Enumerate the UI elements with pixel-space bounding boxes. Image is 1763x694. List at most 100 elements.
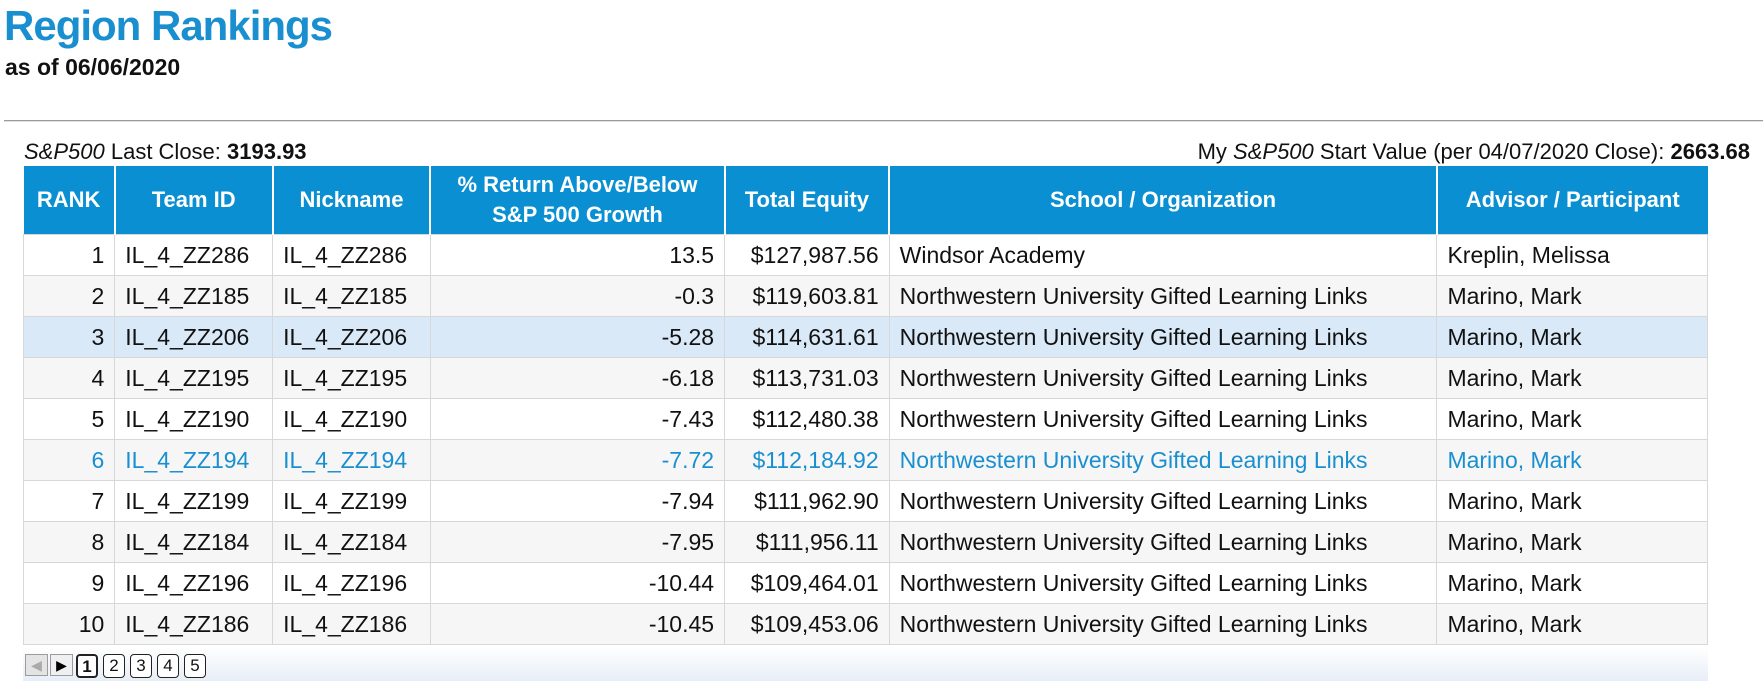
cell-return: -7.94: [429, 480, 726, 522]
prev-arrow-icon[interactable]: ◀: [25, 654, 48, 676]
sp500-label: S&P500: [1233, 139, 1314, 164]
cell-rank: 1: [22, 234, 116, 276]
cell-rank: 2: [22, 275, 116, 317]
table-row[interactable]: 4 IL_4_ZZ195 IL_4_ZZ195 -6.18 $113,731.03 Nor…: [22, 357, 1708, 399]
cell-advisor: Kreplin, Melissa: [1436, 234, 1708, 276]
cell-advisor: Marino, Mark: [1436, 316, 1708, 358]
cell-total-equity: $112,480.38: [724, 398, 890, 440]
table-row[interactable]: 6 IL_4_ZZ194 IL_4_ZZ194 -7.72 $112,184.92 Nor…: [22, 439, 1708, 481]
start-value-label: Start Value (per 04/07/2020 Close):: [1313, 139, 1671, 164]
cell-team-id: IL_4_ZZ199: [114, 480, 274, 522]
cell-school: Windsor Academy: [888, 234, 1438, 276]
col-header-return-line2: S&P 500 Growth: [492, 202, 663, 227]
page-button-4[interactable]: 4: [157, 654, 179, 678]
table-row[interactable]: 2 IL_4_ZZ185 IL_4_ZZ185 -0.3 $119,603.81 Nort…: [22, 275, 1708, 317]
cell-team-id: IL_4_ZZ196: [114, 562, 274, 604]
table-row[interactable]: 5 IL_4_ZZ190 IL_4_ZZ190 -7.43 $112,480.38 Nor…: [22, 398, 1708, 440]
col-header-team-id[interactable]: Team ID: [114, 166, 274, 235]
cell-total-equity: $111,962.90: [724, 480, 890, 522]
cell-advisor: Marino, Mark: [1436, 275, 1708, 317]
cell-nickname: IL_4_ZZ185: [272, 275, 431, 317]
col-header-advisor[interactable]: Advisor / Participant: [1436, 166, 1708, 235]
cell-school: Northwestern University Gifted Learning …: [888, 521, 1438, 563]
cell-return: -7.72: [429, 439, 726, 481]
cell-nickname: IL_4_ZZ199: [272, 480, 431, 522]
cell-rank: 8: [22, 521, 116, 563]
cell-school: Northwestern University Gifted Learning …: [888, 439, 1438, 481]
sp500-label: S&P500: [24, 139, 105, 164]
cell-nickname: IL_4_ZZ194: [272, 439, 431, 481]
cell-total-equity: $112,184.92: [724, 439, 890, 481]
page-button-2[interactable]: 2: [103, 654, 125, 678]
cell-rank: 10: [22, 603, 116, 645]
sp500-start-value: My S&P500 Start Value (per 04/07/2020 Cl…: [1198, 138, 1750, 166]
cell-total-equity: $109,453.06: [724, 603, 890, 645]
cell-total-equity: $109,464.01: [724, 562, 890, 604]
col-header-return[interactable]: % Return Above/Below S&P 500 Growth: [430, 166, 726, 235]
page-title: Region Rankings: [4, 2, 333, 49]
cell-nickname: IL_4_ZZ195: [272, 357, 431, 399]
col-header-school[interactable]: School / Organization: [889, 166, 1438, 235]
cell-return: -7.43: [429, 398, 726, 440]
cell-return: -10.45: [429, 603, 726, 645]
start-value-prefix: My: [1197, 139, 1234, 164]
cell-nickname: IL_4_ZZ196: [272, 562, 431, 604]
cell-return: -5.28: [429, 316, 726, 358]
table-header-row: RANK Team ID Nickname % Return Above/Bel…: [23, 166, 1708, 235]
cell-nickname: IL_4_ZZ184: [272, 521, 431, 563]
cell-team-id: IL_4_ZZ190: [114, 398, 274, 440]
page-button-5[interactable]: 5: [184, 654, 206, 678]
cell-total-equity: $127,987.56: [724, 234, 890, 276]
col-header-total-equity[interactable]: Total Equity: [724, 166, 891, 235]
header-divider: [4, 120, 1763, 122]
cell-team-id: IL_4_ZZ186: [114, 603, 274, 645]
cell-team-id: IL_4_ZZ195: [114, 357, 274, 399]
cell-return: 13.5: [429, 234, 726, 276]
table-row[interactable]: 3 IL_4_ZZ206 IL_4_ZZ206 -5.28 $114,631.61 Nor…: [22, 316, 1708, 358]
cell-total-equity: $119,603.81: [724, 275, 890, 317]
table-row[interactable]: 1 IL_4_ZZ286 IL_4_ZZ286 13.5 $127,987.56 Wind…: [22, 234, 1708, 276]
cell-advisor: Marino, Mark: [1436, 398, 1708, 440]
col-header-nickname[interactable]: Nickname: [272, 166, 432, 235]
table-row[interactable]: 7 IL_4_ZZ199 IL_4_ZZ199 -7.94 $111,962.90 Nor…: [22, 480, 1708, 522]
table-row[interactable]: 9 IL_4_ZZ196 IL_4_ZZ196 -10.44 $109,464.01 No…: [22, 562, 1708, 604]
page-button-3[interactable]: 3: [130, 654, 152, 678]
cell-nickname: IL_4_ZZ190: [272, 398, 431, 440]
cell-total-equity: $114,631.61: [724, 316, 890, 358]
cell-advisor: Marino, Mark: [1436, 521, 1708, 563]
pagination-bar: ◀ ▶ 1 2 3 4 5: [23, 647, 1708, 681]
last-close-label: Last Close:: [104, 139, 228, 164]
cell-total-equity: $113,731.03: [724, 357, 890, 399]
cell-return: -10.44: [429, 562, 726, 604]
cell-school: Northwestern University Gifted Learning …: [888, 480, 1438, 522]
col-header-return-line1: % Return Above/Below: [457, 172, 698, 197]
cell-school: Northwestern University Gifted Learning …: [888, 562, 1438, 604]
cell-school: Northwestern University Gifted Learning …: [888, 275, 1438, 317]
table-row[interactable]: 8 IL_4_ZZ184 IL_4_ZZ184 -7.95 $111,956.11 Nor…: [22, 521, 1708, 563]
last-close-value: 3193.93: [227, 139, 307, 164]
page-subtitle: as of 06/06/2020: [5, 54, 181, 80]
cell-school: Northwestern University Gifted Learning …: [888, 603, 1438, 645]
cell-rank: 9: [22, 562, 116, 604]
cell-advisor: Marino, Mark: [1436, 357, 1708, 399]
page-button-1[interactable]: 1: [76, 654, 98, 678]
cell-rank: 5: [22, 398, 116, 440]
rankings-table: RANK Team ID Nickname % Return Above/Bel…: [22, 166, 1708, 645]
cell-team-id: IL_4_ZZ185: [114, 275, 274, 317]
cell-return: -7.95: [429, 521, 726, 563]
cell-return: -0.3: [429, 275, 726, 317]
cell-advisor: Marino, Mark: [1436, 439, 1708, 481]
cell-advisor: Marino, Mark: [1436, 603, 1708, 645]
cell-rank: 7: [22, 480, 116, 522]
col-header-rank[interactable]: RANK: [23, 166, 116, 235]
cell-nickname: IL_4_ZZ206: [272, 316, 431, 358]
table-row[interactable]: 10 IL_4_ZZ186 IL_4_ZZ186 -10.45 $109,453.06 N…: [22, 603, 1708, 645]
cell-advisor: Marino, Mark: [1436, 562, 1708, 604]
next-arrow-icon[interactable]: ▶: [50, 654, 73, 676]
cell-team-id: IL_4_ZZ194: [114, 439, 274, 481]
cell-nickname: IL_4_ZZ286: [272, 234, 431, 276]
cell-team-id: IL_4_ZZ286: [114, 234, 274, 276]
sp500-last-close: S&P500 Last Close: 3193.93: [24, 138, 307, 166]
cell-school: Northwestern University Gifted Learning …: [888, 316, 1438, 358]
cell-advisor: Marino, Mark: [1436, 480, 1708, 522]
